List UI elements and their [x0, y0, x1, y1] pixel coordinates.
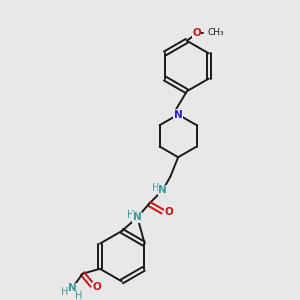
- Text: H: H: [61, 287, 69, 297]
- Text: H: H: [127, 211, 134, 220]
- Text: H: H: [75, 291, 82, 300]
- Text: H: H: [152, 183, 160, 193]
- Text: O: O: [192, 28, 201, 38]
- Text: N: N: [133, 212, 142, 222]
- Text: O: O: [164, 207, 173, 217]
- Text: N: N: [68, 283, 77, 293]
- Text: O: O: [93, 282, 101, 292]
- Text: N: N: [174, 110, 182, 119]
- Text: CH₃: CH₃: [207, 28, 224, 38]
- Text: N: N: [158, 185, 167, 195]
